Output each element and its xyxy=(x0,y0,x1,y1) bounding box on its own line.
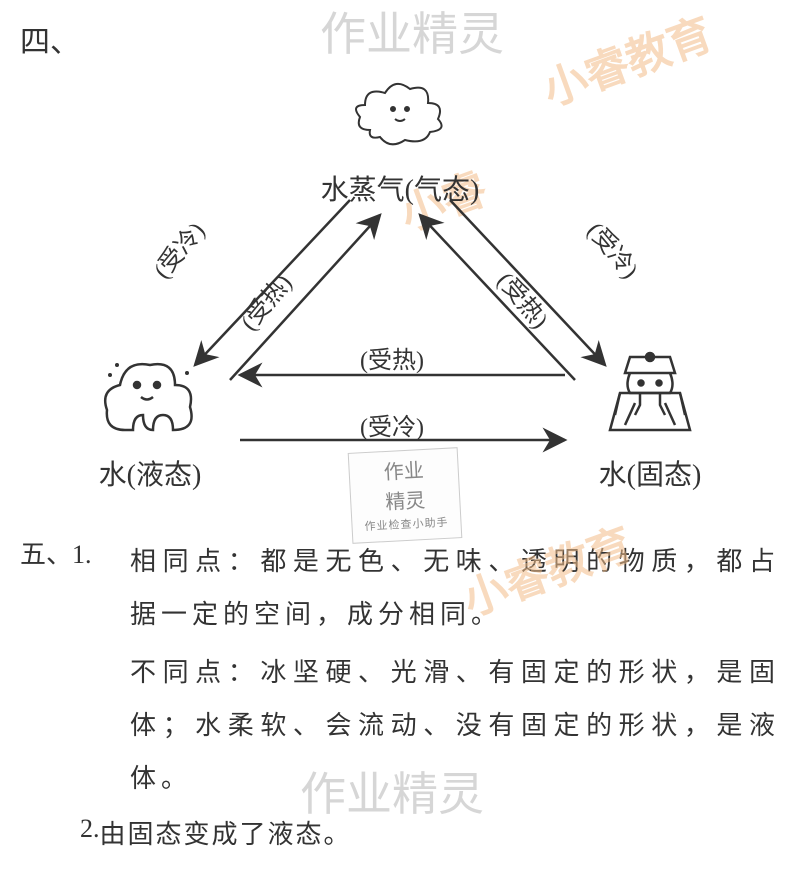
water-icon xyxy=(60,345,240,451)
edge-label: (受热) xyxy=(360,343,424,379)
item-2-text: 由固态变成了液态。 xyxy=(100,820,352,849)
edge-label: (受冷) xyxy=(360,410,424,446)
edge-label: (受冷) xyxy=(146,215,215,287)
item-1-number: 1. xyxy=(72,540,92,569)
state-change-diagram: (受冷) (受热) (受冷) (受热) (受热) (受冷) 水蒸气(气态) xyxy=(20,65,780,525)
node-steam: 水蒸气(气态) xyxy=(310,75,490,212)
edge-label: (受热) xyxy=(488,265,557,337)
diff-label: 不同点： xyxy=(130,658,260,687)
node-water: 水(液态) xyxy=(60,345,240,497)
item-2-number: 2. xyxy=(80,814,100,843)
node-ice: 水(固态) xyxy=(560,345,740,497)
section-5-number: 五、 xyxy=(20,540,72,569)
section-5: 五、1. 相同点：都是无色、无味、透明的物质，都占据一定的空间，成分相同。 不同… xyxy=(20,535,780,861)
section-4-number: 四、 xyxy=(20,20,780,65)
node-water-label: 水(液态) xyxy=(60,455,240,497)
edge-label: (受冷) xyxy=(578,215,647,287)
steam-icon xyxy=(310,75,490,166)
node-steam-label: 水蒸气(气态) xyxy=(310,170,490,212)
homework-stamp: 作业 精灵 作业检查小助手 xyxy=(348,447,463,543)
edge-label: (受热) xyxy=(233,267,302,339)
ice-icon xyxy=(560,345,740,451)
similar-label: 相同点： xyxy=(130,547,260,576)
node-ice-label: 水(固态) xyxy=(560,455,740,497)
